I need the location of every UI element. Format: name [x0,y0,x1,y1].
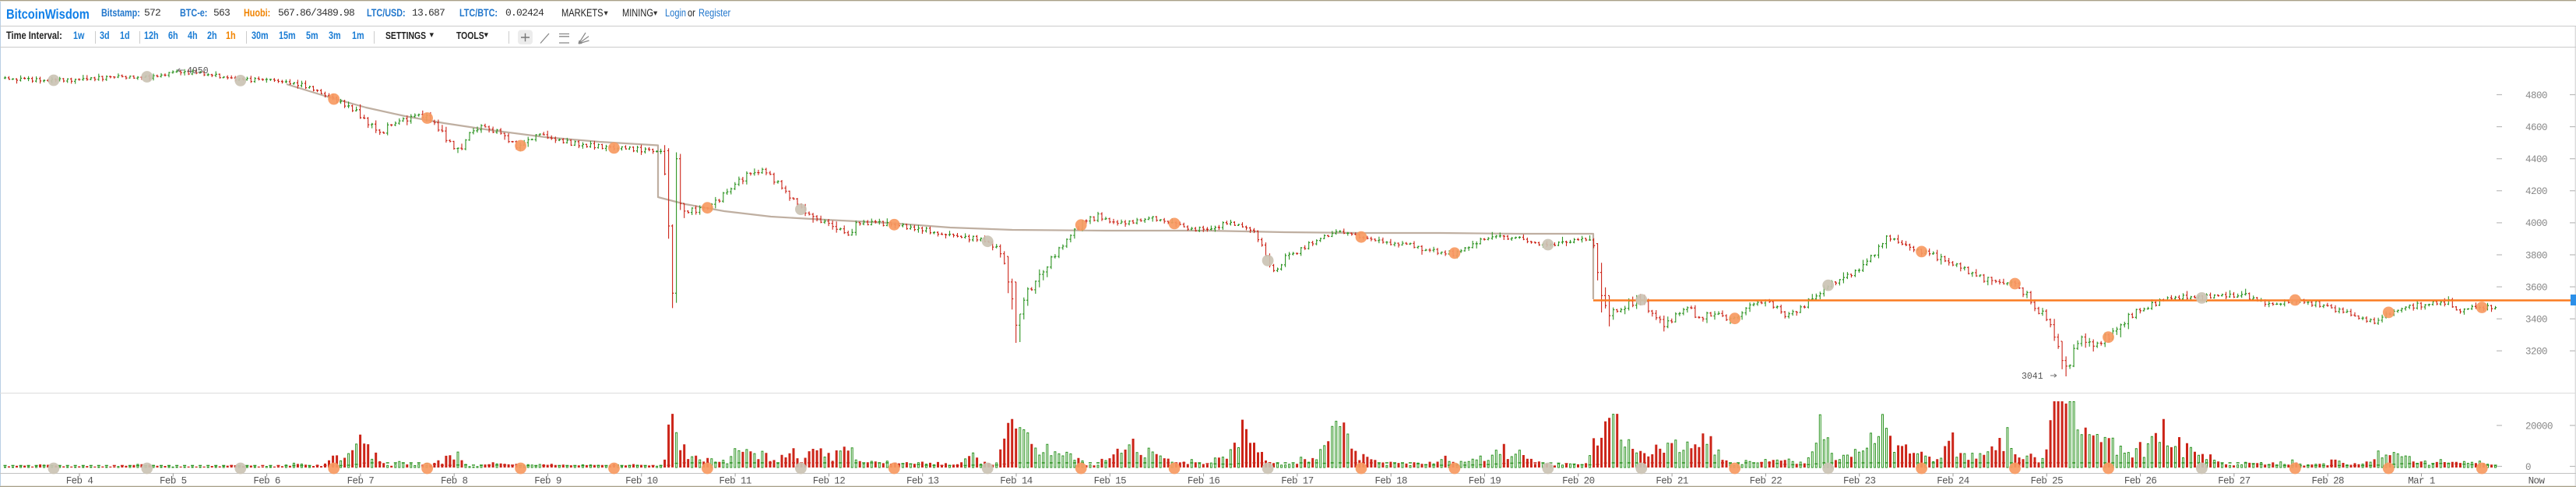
svg-text:Feb 10: Feb 10 [625,476,658,487]
svg-text:Feb 13: Feb 13 [906,476,939,487]
svg-text:Feb 25: Feb 25 [2031,476,2064,487]
svg-text:Feb 17: Feb 17 [1281,476,1314,487]
svg-text:Feb 20: Feb 20 [1562,476,1595,487]
svg-text:20000: 20000 [2525,421,2553,432]
svg-text:Mar 1: Mar 1 [2408,476,2435,487]
svg-text:Feb 22: Feb 22 [1750,476,1782,487]
svg-text:3041: 3041 [2022,372,2043,382]
svg-text:Feb 11: Feb 11 [719,476,751,487]
svg-text:Feb 5: Feb 5 [160,476,187,487]
svg-text:Feb 9: Feb 9 [534,476,561,487]
svg-text:Feb 27: Feb 27 [2218,476,2250,487]
svg-text:4400: 4400 [2525,154,2547,165]
svg-text:4800: 4800 [2525,90,2547,101]
svg-text:3600: 3600 [2525,282,2547,293]
svg-text:Feb 15: Feb 15 [1094,476,1127,487]
svg-text:Feb 28: Feb 28 [2311,476,2344,487]
svg-text:Feb 19: Feb 19 [1469,476,1501,487]
svg-text:Feb 12: Feb 12 [813,476,846,487]
svg-text:Feb 16: Feb 16 [1188,476,1220,487]
svg-text:Feb 4: Feb 4 [66,476,93,487]
svg-text:3200: 3200 [2525,347,2547,358]
svg-text:Feb 18: Feb 18 [1374,476,1407,487]
svg-text:Feb 23: Feb 23 [1843,476,1876,487]
svg-text:4600: 4600 [2525,122,2547,133]
svg-text:Feb 24: Feb 24 [1937,476,1969,487]
svg-text:Now: Now [2528,476,2546,487]
svg-text:0: 0 [2525,462,2531,473]
svg-text:3800: 3800 [2525,250,2547,261]
svg-text:Feb 26: Feb 26 [2124,476,2157,487]
svg-text:Feb 8: Feb 8 [441,476,468,487]
svg-text:Feb 6: Feb 6 [253,476,280,487]
svg-text:Feb 14: Feb 14 [1000,476,1033,487]
svg-text:4950: 4950 [187,66,209,76]
svg-text:Feb 7: Feb 7 [347,476,375,487]
svg-text:4200: 4200 [2525,186,2547,197]
svg-text:Feb 21: Feb 21 [1656,476,1688,487]
svg-text:4000: 4000 [2525,218,2547,229]
svg-text:3400: 3400 [2525,315,2547,326]
